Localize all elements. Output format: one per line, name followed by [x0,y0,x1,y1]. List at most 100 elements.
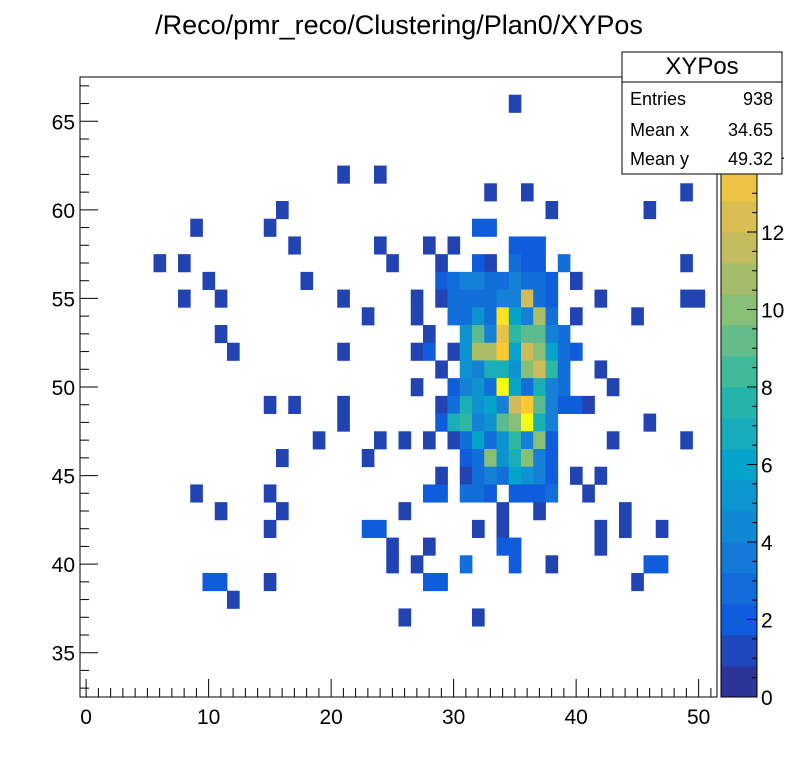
heatmap-bin [594,519,608,538]
heatmap-bin [496,537,510,556]
heatmap-bin [227,590,240,609]
heatmap-bin [337,395,350,414]
heatmap-bin [472,218,485,237]
heatmap-bin [447,413,461,432]
heatmap-bin [557,378,571,397]
heatmap-bin [496,395,510,414]
y-axis: 35 40 45 50 55 60 65 [52,85,98,689]
heatmap-bin [276,502,289,521]
heatmap-bin [484,289,497,308]
heatmap-bin [533,378,546,397]
heatmap-bin [447,236,461,255]
color-tick-label: 0 [761,687,773,710]
heatmap-bins [153,94,706,627]
heatmap-bin [508,236,522,255]
heatmap-bin [594,289,608,308]
x-tick-label: 20 [319,706,342,729]
heatmap-bin [631,307,644,326]
heatmap-bin [484,183,497,202]
heatmap-bin [496,307,510,326]
heatmap-bin [533,502,546,521]
y-tick-label: 45 [52,466,75,489]
color-tick-label: 2 [761,610,773,633]
heatmap-bin [472,519,485,538]
heatmap-bin [484,307,497,326]
heatmap-bin [594,466,608,485]
color-scale-segment [721,201,757,233]
heatmap-bin [533,325,546,344]
heatmap-bin [570,342,583,361]
heatmap-bin [361,307,375,326]
heatmap-bin [472,395,485,414]
heatmap-bin [680,289,693,308]
heatmap-bin [459,289,473,308]
heatmap-bin [533,342,546,361]
heatmap-bin [496,325,510,344]
heatmap-bin [435,413,448,432]
heatmap-bin [496,519,510,538]
heatmap-bin [484,360,497,379]
heatmap-bin [374,519,387,538]
heatmap-bin [533,289,546,308]
heatmap-bin [410,378,424,397]
heatmap-bin [398,431,412,450]
color-scale-segment [721,511,757,543]
heatmap-bin [202,271,216,290]
heatmap-bin [521,183,534,202]
heatmap-bin [288,236,301,255]
heatmap-bin [496,413,510,432]
heatmap-bin [496,378,510,397]
y-tick-label: 55 [52,288,75,311]
heatmap-bin [692,289,706,308]
color-scale-segment [721,542,757,574]
heatmap-bin [337,413,350,432]
heatmap-bin [533,271,546,290]
heatmap-bin [606,431,620,450]
heatmap-bin [606,378,620,397]
stats-entries-value: 938 [743,89,773,109]
color-scale: 02468101214 [720,76,785,710]
heatmap-bin [508,325,522,344]
heatmap-bin [533,431,546,450]
heatmap-bin [459,360,473,379]
plot-frame [79,76,718,698]
heatmap-bin [557,342,571,361]
heatmap-bin [496,342,510,361]
heatmap-bin [508,378,522,397]
heatmap-bin [557,360,571,379]
heatmap-bin [190,484,203,503]
heatmap-bin [276,449,289,468]
heatmap-bin [288,395,301,414]
heatmap-bin [472,307,485,326]
heatmap-bin [472,271,485,290]
heatmap-bin [435,466,448,485]
heatmap-bin [521,254,534,273]
heatmap-bin [533,307,546,326]
heatmap-bin [484,254,497,273]
heatmap-bin [508,413,522,432]
heatmap-bin [594,360,608,379]
heatmap-bin [557,325,571,344]
heatmap-bin [472,378,485,397]
heatmap-bin [508,254,522,273]
heatmap-bin [472,449,485,468]
heatmap-bin [533,413,546,432]
heatmap-bin [386,254,399,273]
heatmap-bin [545,378,559,397]
heatmap-bin [545,395,559,414]
heatmap-bin [227,342,240,361]
heatmap-bin [508,342,522,361]
color-tick-label: 6 [761,455,773,478]
heatmap-bin [361,449,375,468]
heatmap-bin [337,165,350,184]
color-scale-segment [721,170,757,202]
heatmap-bin [533,449,546,468]
heatmap-bin [496,502,510,521]
x-tick-label: 30 [442,706,465,729]
heatmap-bin [214,502,228,521]
heatmap-bin [545,431,559,450]
heatmap-bin [472,325,485,344]
heatmap-bin [655,555,669,574]
heatmap-bin [459,484,473,503]
